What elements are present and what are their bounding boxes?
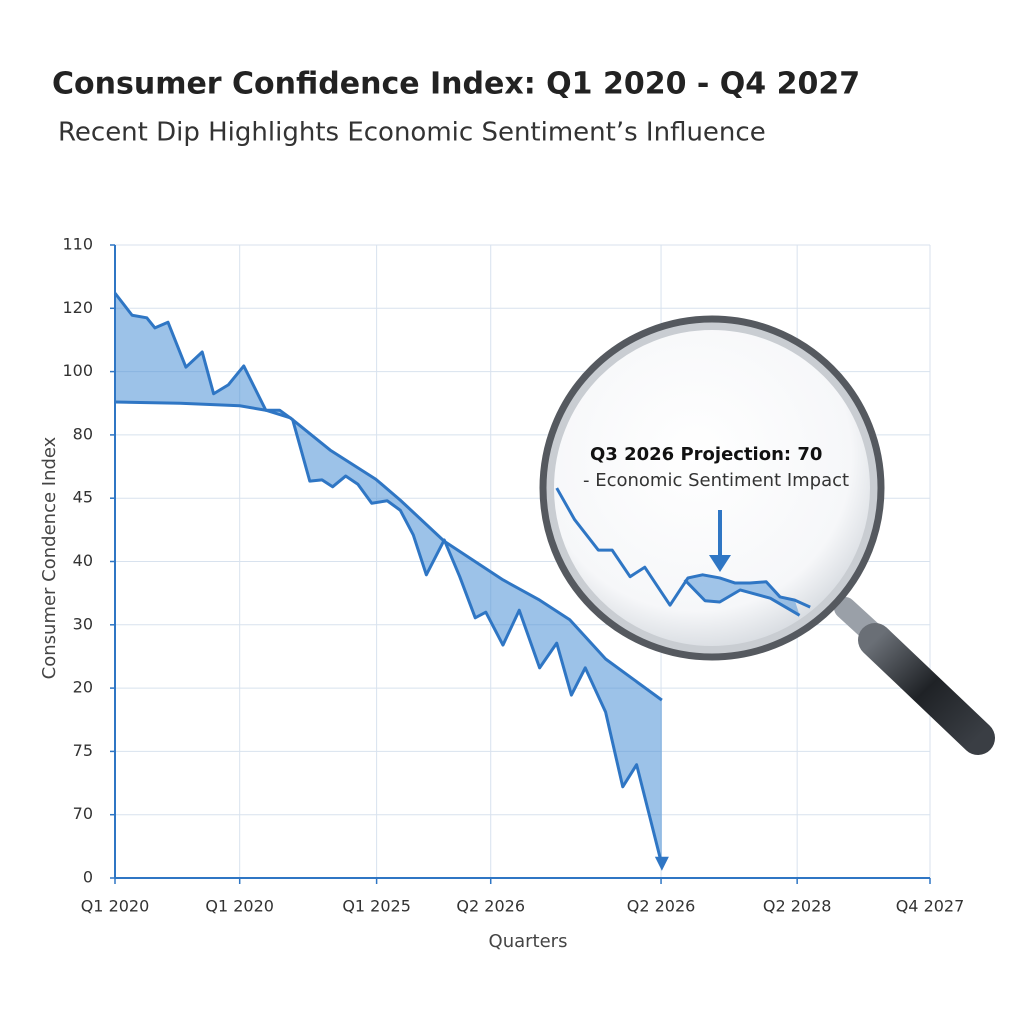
x-tick-label: Q2 2026: [627, 897, 696, 916]
x-tick-label: Q2 2028: [763, 897, 832, 916]
x-axis-label: Quarters: [489, 931, 568, 952]
x-tick-label: Q4 2027: [896, 897, 965, 916]
y-tick-label: 70: [73, 804, 93, 823]
magnifier-lens: [550, 326, 874, 650]
chart-title: Consumer Confidence Index: Q1 2020 - Q4 …: [52, 67, 860, 102]
magnifier-handle: [858, 623, 995, 755]
annotation-text: - Economic Sentiment Impact: [583, 470, 849, 491]
band-fill: [115, 293, 662, 865]
y-tick-label: 80: [73, 424, 93, 443]
data-line: [113, 292, 664, 866]
annotation-title: Q3 2026 Projection: 70: [590, 444, 822, 465]
y-tick-label: 30: [73, 614, 93, 633]
y-tick-label: 100: [62, 361, 93, 380]
end-arrowhead: [654, 856, 669, 871]
x-tick-label: Q1 2025: [342, 897, 411, 916]
magnifier-ring-outer: [539, 315, 885, 661]
data-line: [114, 400, 663, 702]
y-axis-label: Consumer Condence Index: [39, 436, 60, 679]
y-tick-label: 0: [83, 868, 93, 887]
x-tick-label: Q2 2026: [456, 897, 525, 916]
y-tick-label: 75: [73, 741, 93, 760]
data-line: [555, 487, 811, 609]
annotation-arrowhead: [709, 555, 731, 572]
x-tick-label: Q1 2020: [205, 897, 274, 916]
data-line: [683, 578, 801, 617]
y-tick-label: 45: [73, 488, 93, 507]
y-tick-label: 20: [73, 678, 93, 697]
y-tick-label: 120: [62, 298, 93, 317]
inset-fill: [684, 574, 800, 616]
y-tick-label: 110: [62, 235, 93, 254]
magnifier-ring-inner: [546, 322, 878, 654]
x-tick-label: Q1 2020: [81, 897, 150, 916]
chart-subtitle: Recent Dip Highlights Economic Sentiment…: [58, 118, 766, 148]
y-tick-label: 40: [73, 551, 93, 570]
